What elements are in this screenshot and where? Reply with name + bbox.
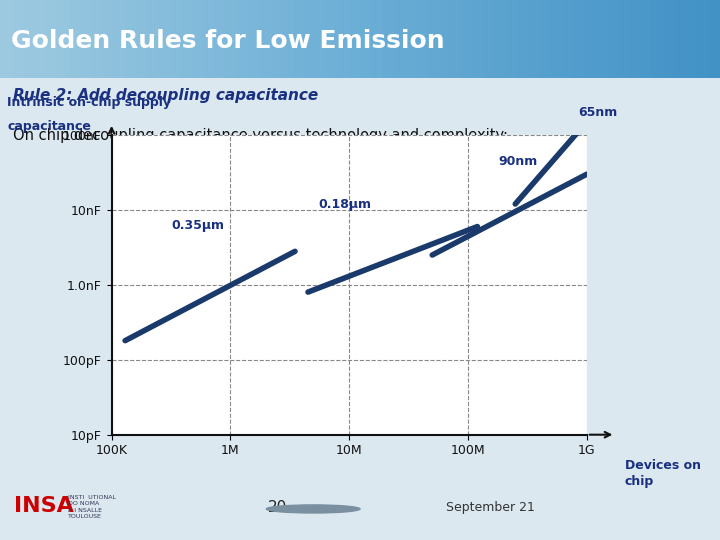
Text: Intrinsic on-chip supply: Intrinsic on-chip supply [7,96,171,109]
Circle shape [266,505,360,513]
Text: capacitance: capacitance [7,120,91,133]
Text: 20: 20 [268,500,287,515]
Text: Golden Rules for Low Emission: Golden Rules for Low Emission [11,29,444,53]
Text: September 21: September 21 [446,501,535,514]
Text: 0.35μm: 0.35μm [171,219,225,232]
Text: 0.18μm: 0.18μm [318,198,372,211]
Text: 65nm: 65nm [578,106,618,119]
Text: Rule 2: Add decoupling capacitance: Rule 2: Add decoupling capacitance [13,88,318,103]
Text: INSTI  UTIONAL
DO NOMA
A I NSALLE
TOULOUSE: INSTI UTIONAL DO NOMA A I NSALLE TOULOUS… [68,495,117,519]
Text: Devices on
chip: Devices on chip [625,458,701,488]
Text: 90nm: 90nm [498,155,538,168]
Text: INSA: INSA [14,496,74,516]
Text: On chip decoupling capacitance versus technology and complexity:: On chip decoupling capacitance versus te… [13,128,508,143]
